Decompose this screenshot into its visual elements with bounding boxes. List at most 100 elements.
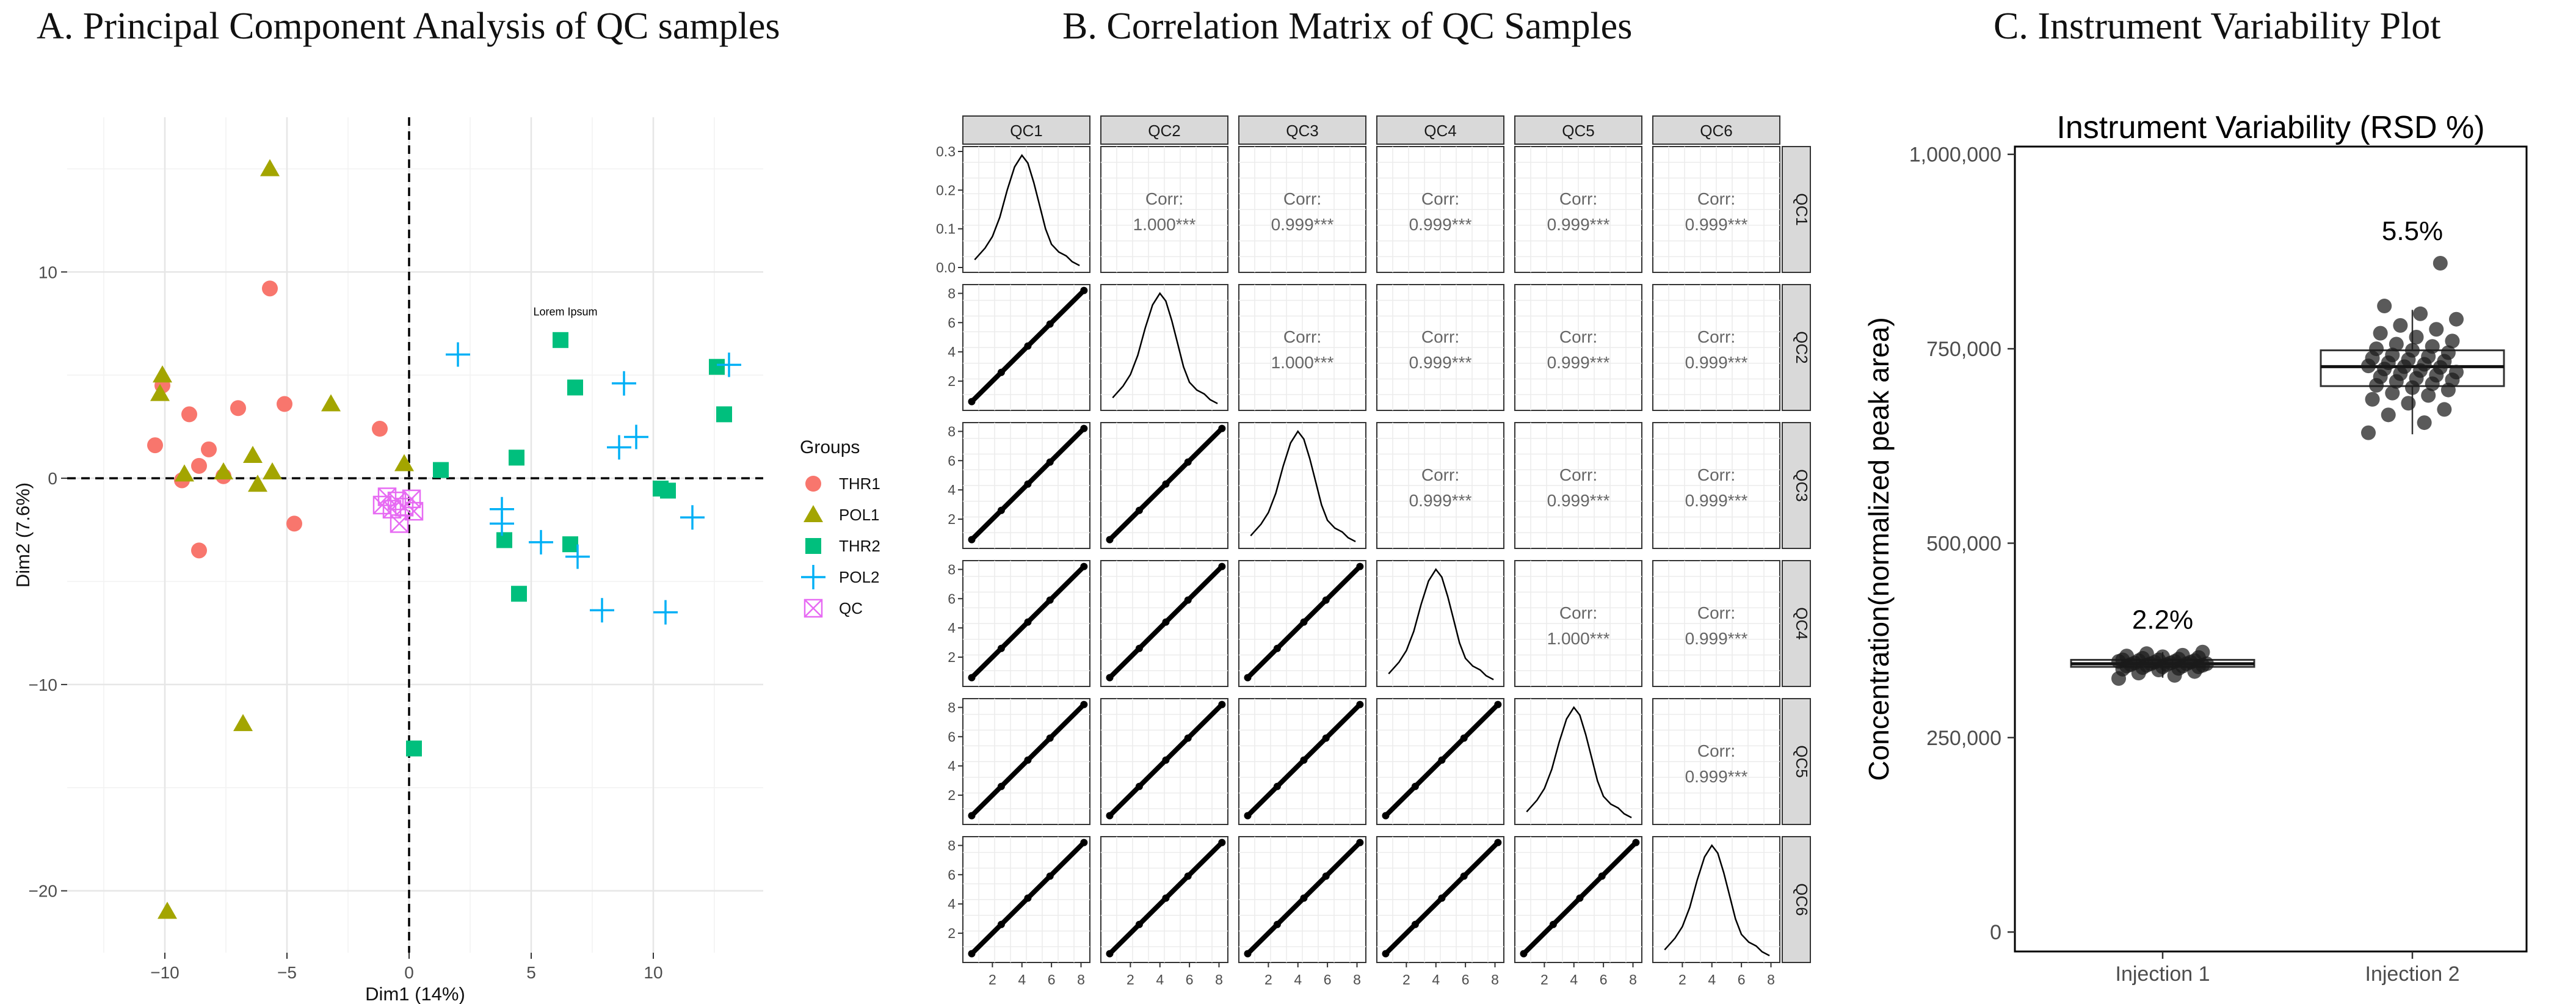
pca-point-thr2 — [553, 332, 568, 348]
legend-label-pol1: POL1 — [839, 506, 880, 524]
matrix-cell-6-3 — [1238, 836, 1366, 963]
scatter-point — [1135, 644, 1143, 652]
corr-label: Corr: — [1421, 465, 1459, 484]
jitter-point — [2449, 311, 2464, 327]
scatter-point — [1382, 950, 1390, 958]
scatter-point — [1460, 872, 1468, 880]
strip-right-qc2 — [1782, 284, 1811, 411]
y-tick-label: 500,000 — [1926, 532, 2001, 555]
scatter-point — [1549, 920, 1557, 928]
matrix-x-tick-label: 4 — [1708, 972, 1716, 988]
pca-point-pol2 — [607, 435, 631, 460]
pca-point-pol1 — [263, 462, 282, 479]
jitter-point — [2417, 415, 2432, 431]
strip-top-qc6 — [1652, 115, 1780, 145]
y-tick-label: 0 — [1990, 921, 2001, 944]
strip-right-qc1 — [1782, 146, 1811, 273]
pca-point-pol2 — [612, 371, 636, 396]
matrix-cell-3-2 — [1100, 422, 1228, 549]
matrix-y-tick-label: 0.0 — [936, 260, 956, 275]
corr-value: 0.999*** — [1271, 215, 1334, 234]
matrix-cell-6-5 — [1514, 836, 1642, 963]
scatter-point — [1273, 644, 1281, 652]
scatter-point — [1135, 506, 1143, 514]
matrix-cell-3-6: Corr: 0.999*** — [1652, 422, 1780, 549]
matrix-y-tick-label: 4 — [948, 758, 956, 774]
matrix-y-tick-label: 4 — [948, 620, 956, 636]
legend-key-thr1 — [805, 476, 821, 492]
matrix-y-tick-label: 6 — [948, 867, 956, 882]
scatter-point — [1162, 480, 1170, 488]
matrix-cell-1-4: Corr: 0.999*** — [1376, 146, 1504, 273]
density-curve — [1250, 430, 1356, 542]
y-tick-label: 10 — [38, 263, 57, 282]
pca-point-thr2 — [433, 462, 449, 478]
scatter-point — [1106, 812, 1114, 820]
y-tick-label: 750,000 — [1926, 338, 2001, 361]
strip-right-label: QC6 — [1793, 883, 1811, 915]
matrix-cell-4-3 — [1238, 560, 1366, 687]
box-1: 2.2% — [2070, 605, 2255, 686]
pca-point-thr2 — [509, 449, 524, 466]
pca-point-pol1 — [248, 475, 267, 492]
scatter-point — [1300, 756, 1308, 764]
scatter-point — [997, 782, 1005, 790]
corr-value: 0.999*** — [1685, 353, 1748, 372]
scatter-point — [1046, 734, 1054, 742]
scatter-point — [1438, 756, 1446, 764]
jitter-point — [2393, 318, 2408, 333]
scatter-point — [1080, 286, 1088, 294]
strip-right-label: QC2 — [1793, 331, 1811, 363]
matrix-cell-5-2 — [1100, 698, 1228, 825]
jitter-point — [2440, 345, 2456, 360]
corr-value: 0.999*** — [1547, 353, 1610, 372]
matrix-cell-6-2 — [1100, 836, 1228, 963]
matrix-x-tick-label: 4 — [1570, 972, 1578, 988]
strip-top-label: QC1 — [1010, 122, 1042, 140]
scatter-point — [1322, 872, 1330, 880]
pca-point-pol1 — [243, 445, 263, 463]
matrix-x-tick-label: 8 — [1215, 972, 1223, 988]
strip-top-label: QC5 — [1562, 122, 1594, 140]
matrix-y-tick-label: 4 — [948, 896, 956, 912]
matrix-y-tick-label: 6 — [948, 729, 956, 744]
pca-point-thr2 — [562, 536, 578, 553]
pca-point-thr2 — [406, 740, 422, 757]
matrix-y-tick-label: 2 — [948, 787, 956, 803]
scatter-point — [1411, 920, 1419, 928]
y-tick-label: −20 — [29, 882, 58, 901]
jitter-point — [2369, 341, 2384, 357]
matrix-cell-4-4 — [1376, 560, 1504, 687]
corr-label: Corr: — [1421, 327, 1459, 346]
scatter-point — [1244, 812, 1252, 820]
strip-right-qc3 — [1782, 422, 1811, 549]
scatter-point — [1218, 700, 1226, 708]
scatter-point — [1080, 562, 1088, 570]
jitter-point — [2361, 425, 2376, 440]
corr-value: 0.999*** — [1409, 215, 1472, 234]
density-curve — [974, 154, 1080, 266]
strip-top-label: QC2 — [1148, 122, 1180, 140]
matrix-x-tick-label: 4 — [1018, 972, 1026, 988]
jitter-point — [2421, 388, 2436, 403]
pca-point-thr1 — [191, 457, 207, 474]
pca-point-thr1 — [277, 396, 292, 412]
scatter-point — [1046, 596, 1054, 604]
matrix-cell-2-3: Corr: 1.000*** — [1238, 284, 1366, 411]
scatter-point — [1300, 894, 1308, 902]
scatter-point — [1356, 700, 1364, 708]
pca-point-thr2 — [511, 586, 527, 602]
rsd-label: 5.5% — [2382, 216, 2443, 246]
corr-label: Corr: — [1145, 189, 1183, 208]
matrix-y-tick-label: 8 — [948, 423, 956, 439]
strip-top-qc1 — [962, 115, 1090, 145]
matrix-x-tick-label: 4 — [1432, 972, 1440, 988]
scatter-point — [1356, 838, 1364, 846]
scatter-point — [997, 644, 1005, 652]
corr-value: 0.999*** — [1685, 629, 1748, 648]
scatter-point — [997, 506, 1005, 514]
corr-label: Corr: — [1421, 189, 1459, 208]
density-curve — [1112, 292, 1218, 404]
matrix-cell-2-5: Corr: 0.999*** — [1514, 284, 1642, 411]
